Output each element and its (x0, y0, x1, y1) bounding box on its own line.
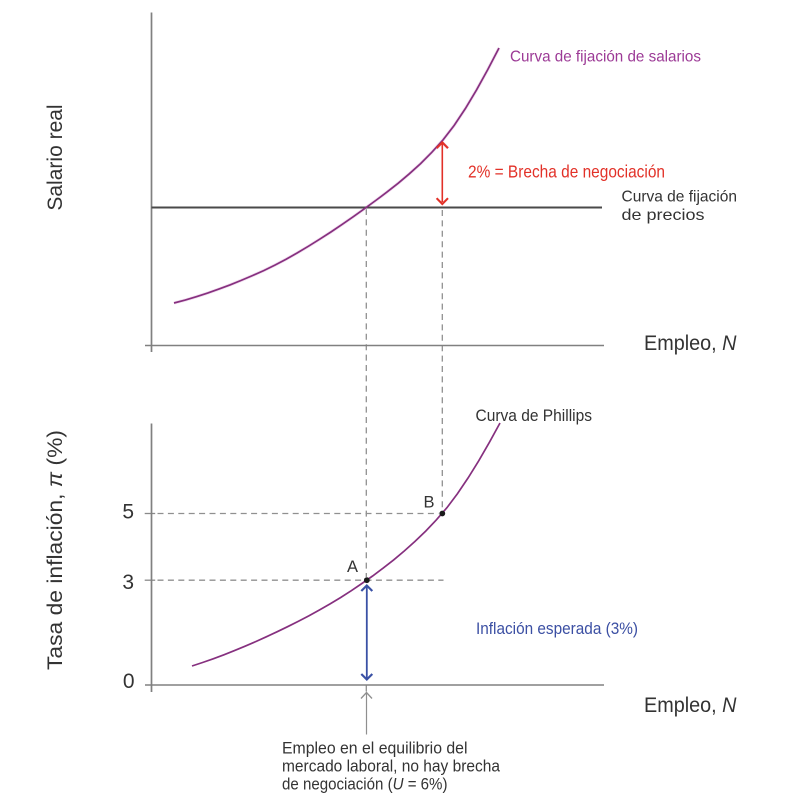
svg-text:Curva de fijación: Curva de fijación (622, 189, 738, 206)
svg-text:de negociación (U = 6%): de negociación (U = 6%) (282, 776, 448, 794)
svg-text:A: A (347, 558, 358, 576)
svg-text:3: 3 (122, 571, 134, 594)
svg-text:2% = Brecha de negociación: 2% = Brecha de negociación (468, 162, 665, 182)
svg-text:Tasa de inflación, π (%): Tasa de inflación, π (%) (44, 430, 67, 670)
svg-text:Empleo en el equilibrio del: Empleo en el equilibrio del (282, 740, 468, 758)
svg-text:5: 5 (122, 501, 134, 524)
svg-text:Empleo, N: Empleo, N (644, 694, 737, 717)
svg-text:Curva de fijación de salarios: Curva de fijación de salarios (510, 49, 701, 66)
svg-text:B: B (423, 494, 434, 512)
svg-text:0: 0 (123, 670, 135, 693)
svg-text:Curva de Phillips: Curva de Phillips (476, 407, 593, 425)
svg-text:mercado laboral, no hay brecha: mercado laboral, no hay brecha (282, 758, 501, 776)
svg-text:de precios: de precios (622, 207, 705, 224)
svg-text:Salario real: Salario real (44, 104, 67, 210)
svg-text:Empleo, N: Empleo, N (644, 332, 737, 355)
svg-text:Inflación esperada (3%): Inflación esperada (3%) (476, 619, 638, 638)
